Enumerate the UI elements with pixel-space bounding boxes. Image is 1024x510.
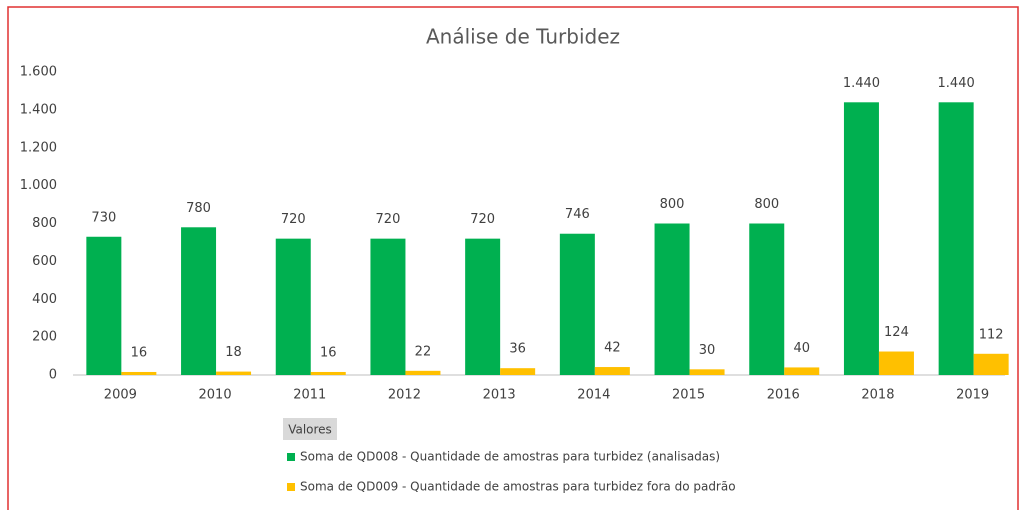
bar <box>843 102 879 376</box>
bar <box>121 371 157 375</box>
bar <box>216 371 252 375</box>
x-tick-label: 2010 <box>199 388 232 403</box>
y-tick-label: 400 <box>32 292 57 307</box>
bar <box>465 238 501 375</box>
x-tick-label: 2012 <box>388 388 421 403</box>
bar <box>594 367 630 375</box>
data-label: 42 <box>604 341 621 356</box>
bar <box>784 367 820 375</box>
chart-title: Análise de Turbidez <box>426 25 620 49</box>
y-tick-label: 1.400 <box>20 102 57 117</box>
chart-border <box>7 6 1019 510</box>
data-label: 780 <box>186 201 211 216</box>
data-label: 1.440 <box>843 76 880 91</box>
legend-title: Valores <box>288 423 332 437</box>
data-label: 36 <box>509 342 526 357</box>
x-tick-label: 2013 <box>483 388 516 403</box>
data-label: 800 <box>754 197 779 212</box>
x-tick-label: 2019 <box>956 388 989 403</box>
data-label: 30 <box>699 343 716 358</box>
data-label: 720 <box>376 212 401 227</box>
x-tick-label: 2009 <box>104 388 137 403</box>
data-label: 730 <box>91 210 116 225</box>
legend-label: Soma de QD008 - Quantidade de amostras p… <box>300 450 720 464</box>
bar <box>405 370 441 375</box>
x-tick-label: 2015 <box>672 388 705 403</box>
y-tick-label: 1.600 <box>20 65 57 80</box>
data-label: 720 <box>470 212 495 227</box>
y-tick-label: 1.000 <box>20 178 57 193</box>
bar <box>689 369 725 375</box>
data-label: 720 <box>281 212 306 227</box>
legend-swatch <box>287 453 295 461</box>
bar <box>878 351 914 375</box>
data-label: 746 <box>565 207 590 222</box>
x-tick-label: 2014 <box>577 388 610 403</box>
bar <box>86 236 122 375</box>
data-label: 112 <box>979 327 1004 342</box>
bar <box>559 233 595 375</box>
data-label: 1.440 <box>938 76 975 91</box>
bar <box>973 353 1009 375</box>
x-tick-label: 2018 <box>861 388 894 403</box>
y-tick-label: 200 <box>32 330 57 345</box>
bar <box>370 238 406 375</box>
bar <box>310 371 346 375</box>
data-label: 16 <box>131 345 148 360</box>
data-label: 800 <box>660 197 685 212</box>
legend-title-box <box>283 418 337 440</box>
x-tick-label: 2011 <box>293 388 326 403</box>
legend-swatch <box>287 483 295 491</box>
y-tick-label: 0 <box>49 368 57 383</box>
data-label: 124 <box>884 325 909 340</box>
legend-label: Soma de QD009 - Quantidade de amostras p… <box>300 480 736 494</box>
y-tick-label: 800 <box>32 216 57 231</box>
y-tick-label: 1.200 <box>20 140 57 155</box>
data-label: 16 <box>320 345 337 360</box>
data-label: 40 <box>793 341 810 356</box>
data-label: 18 <box>225 345 242 360</box>
bar <box>654 223 690 375</box>
bar <box>500 368 536 375</box>
bar <box>938 102 974 376</box>
bar <box>749 223 785 375</box>
data-label: 22 <box>415 344 432 359</box>
bar <box>181 227 217 375</box>
y-tick-label: 600 <box>32 254 57 269</box>
x-tick-label: 2016 <box>767 388 800 403</box>
bar <box>275 238 311 375</box>
